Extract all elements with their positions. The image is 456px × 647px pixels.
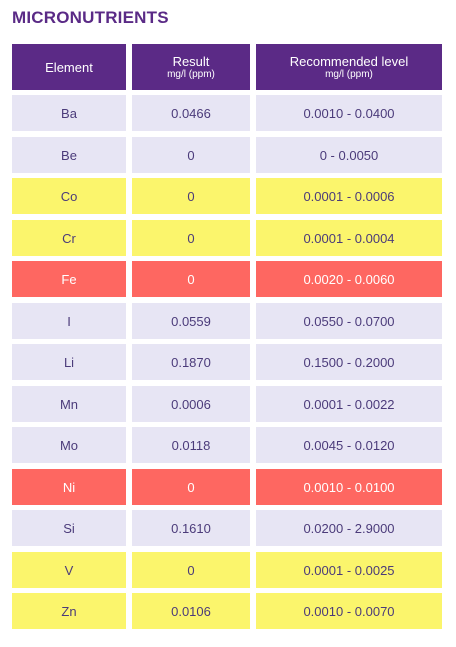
cell-result: 0 xyxy=(132,469,250,505)
cell-element: Li xyxy=(12,344,126,380)
header-element: Element xyxy=(12,44,126,90)
cell-result: 0.1610 xyxy=(132,510,250,546)
header-result-label: Result xyxy=(172,53,210,69)
cell-element: V xyxy=(12,552,126,588)
cell-recommended: 0.0045 - 0.0120 xyxy=(256,427,442,463)
page-title: MICRONUTRIENTS xyxy=(12,8,169,27)
header-recommended-label: Recommended level xyxy=(289,53,409,69)
cell-element: Ba xyxy=(12,95,126,131)
cell-recommended: 0.0001 - 0.0022 xyxy=(256,386,442,422)
cell-result: 0.0466 xyxy=(132,95,250,131)
cell-element: I xyxy=(12,303,126,339)
cell-result: 0.0106 xyxy=(132,593,250,629)
header-element-label: Element xyxy=(45,59,93,75)
cell-result: 0.1870 xyxy=(132,344,250,380)
header-result-unit: mg/l (ppm) xyxy=(167,68,215,80)
cell-recommended: 0.0001 - 0.0025 xyxy=(256,552,442,588)
cell-result: 0 xyxy=(132,261,250,297)
header-recommended: Recommended level mg/l (ppm) xyxy=(256,44,442,90)
cell-recommended: 0.0010 - 0.0070 xyxy=(256,593,442,629)
cell-element: Co xyxy=(12,178,126,214)
cell-element: Zn xyxy=(12,593,126,629)
header-result: Result mg/l (ppm) xyxy=(132,44,250,90)
cell-element: Fe xyxy=(12,261,126,297)
cell-element: Be xyxy=(12,137,126,173)
cell-recommended: 0.0010 - 0.0100 xyxy=(256,469,442,505)
cell-element: Cr xyxy=(12,220,126,256)
cell-recommended: 0.1500 - 0.2000 xyxy=(256,344,442,380)
cell-element: Si xyxy=(12,510,126,546)
cell-recommended: 0 - 0.0050 xyxy=(256,137,442,173)
cell-recommended: 0.0550 - 0.0700 xyxy=(256,303,442,339)
cell-recommended: 0.0001 - 0.0006 xyxy=(256,178,442,214)
cell-element: Ni xyxy=(12,469,126,505)
cell-result: 0 xyxy=(132,220,250,256)
cell-element: Mo xyxy=(12,427,126,463)
cell-result: 0 xyxy=(132,137,250,173)
cell-result: 0.0006 xyxy=(132,386,250,422)
cell-result: 0 xyxy=(132,552,250,588)
cell-recommended: 0.0001 - 0.0004 xyxy=(256,220,442,256)
cell-result: 0 xyxy=(132,178,250,214)
cell-element: Mn xyxy=(12,386,126,422)
cell-recommended: 0.0200 - 2.9000 xyxy=(256,510,442,546)
header-recommended-unit: mg/l (ppm) xyxy=(325,68,373,80)
cell-recommended: 0.0020 - 0.0060 xyxy=(256,261,442,297)
cell-result: 0.0559 xyxy=(132,303,250,339)
cell-recommended: 0.0010 - 0.0400 xyxy=(256,95,442,131)
cell-result: 0.0118 xyxy=(132,427,250,463)
